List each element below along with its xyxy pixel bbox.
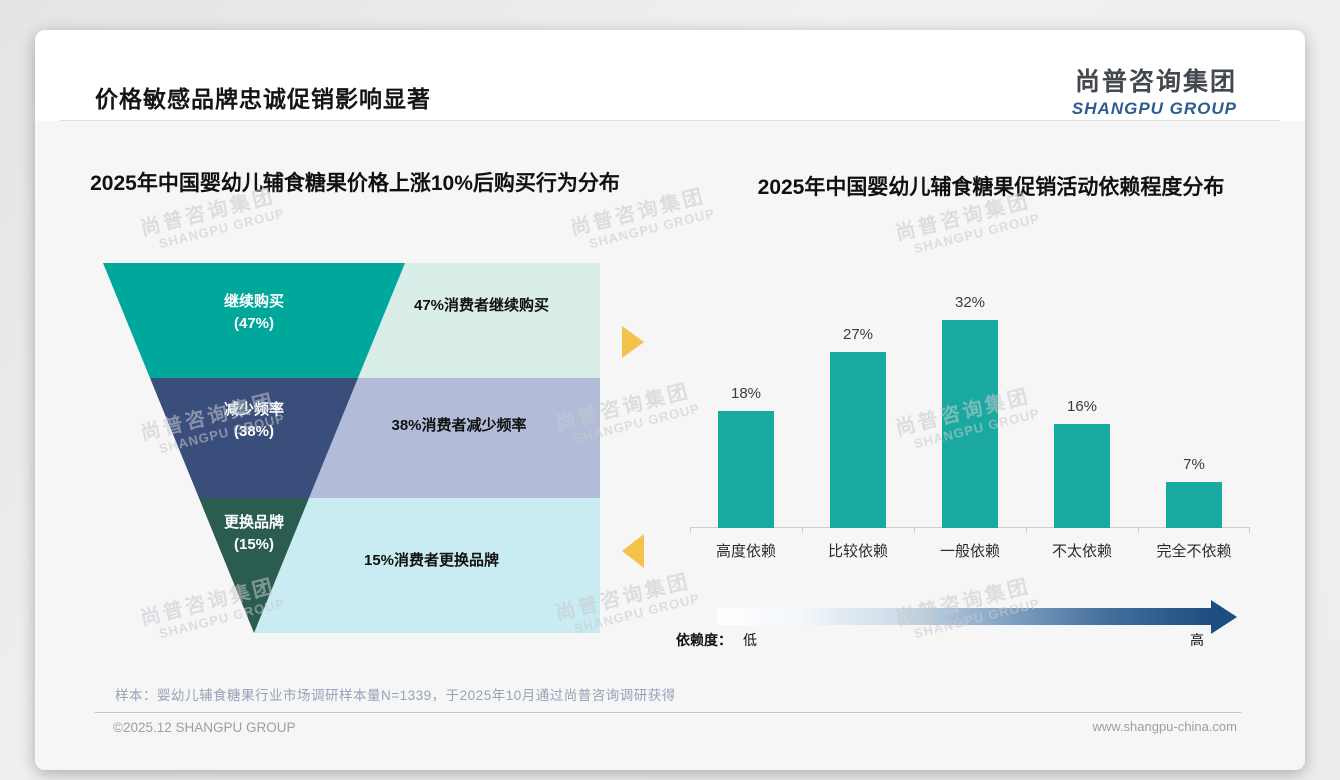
bar-value-label: 7% bbox=[1183, 456, 1205, 473]
footer-website: www.shangpu-china.com bbox=[1092, 719, 1237, 734]
funnel-annotation-text: 47%消费者继续购买 bbox=[413, 297, 550, 314]
funnel-segment-name: 继续购买 bbox=[223, 293, 284, 310]
bar bbox=[718, 411, 774, 528]
funnel-segment-percent: (15%) bbox=[233, 536, 274, 553]
logo-chinese-text: 尚普咨询集团 bbox=[1074, 68, 1237, 96]
funnel-segment-name: 更换品牌 bbox=[223, 514, 284, 531]
gradient-arrow-head-icon bbox=[1211, 600, 1237, 634]
funnel-segment-label: 减少频率 (38%) bbox=[164, 399, 344, 443]
gradient-arrow-shaft bbox=[717, 608, 1211, 625]
dependency-high-label: 高 bbox=[1190, 632, 1204, 648]
funnel-annotation-text: 15%消费者更换品牌 bbox=[363, 552, 500, 569]
funnel-annotation-text: 38%消费者减少频率 bbox=[391, 417, 527, 434]
bar-value-label: 18% bbox=[730, 385, 762, 402]
bar-value-label: 32% bbox=[954, 294, 986, 311]
x-axis-tick bbox=[802, 528, 803, 533]
funnel-annotation-bg-0 bbox=[358, 263, 600, 378]
funnel-svg bbox=[103, 263, 600, 633]
dependency-low-label: 低 bbox=[743, 632, 757, 648]
header-divider bbox=[60, 120, 1280, 121]
bar-category-label: 高度依赖 bbox=[715, 543, 776, 560]
footer-copyright: ©2025.12 SHANGPU GROUP bbox=[113, 720, 296, 735]
funnel-chart-title: 2025年中国婴幼儿辅食糖果价格上涨10%后购买行为分布 bbox=[90, 172, 620, 195]
slide-card: 价格敏感品牌忠诚促销影响显著 尚普咨询集团 SHANGPU GROUP 2025… bbox=[35, 30, 1305, 770]
bar bbox=[1166, 482, 1222, 528]
bar-category-label: 完全不依赖 bbox=[1156, 543, 1232, 560]
yellow-arrow-right-icon bbox=[622, 326, 644, 358]
bar-chart: 18% 27% 32% 16% 7% 高度依赖 比较依赖 一般依赖 不太依赖 完全不依赖 bbox=[690, 294, 1250, 570]
bar-chart-title: 2025年中国婴幼儿辅食糖果促销活动依赖程度分布 bbox=[757, 176, 1225, 199]
funnel-segment-percent: (47%) bbox=[233, 315, 274, 332]
x-axis-tick bbox=[1138, 528, 1139, 533]
x-axis-tick bbox=[1249, 528, 1250, 533]
company-logo: 尚普咨询集团 SHANGPU GROUP bbox=[1072, 62, 1237, 119]
funnel-segment-name: 减少频率 bbox=[223, 401, 284, 418]
x-axis-tick bbox=[690, 528, 691, 533]
funnel-segment-1 bbox=[150, 378, 358, 498]
funnel-segment-label: 继续购买 (47%) bbox=[164, 291, 344, 335]
bar-value-label: 27% bbox=[842, 326, 874, 343]
funnel-annotation-bg-2 bbox=[254, 498, 600, 633]
dependency-scale-label: 依赖度： bbox=[676, 632, 732, 648]
yellow-arrow-left-icon bbox=[622, 534, 644, 568]
bar bbox=[1054, 424, 1110, 528]
bar-category-label: 一般依赖 bbox=[939, 543, 1000, 560]
bar-category-label: 比较依赖 bbox=[827, 543, 888, 560]
x-axis-tick bbox=[1026, 528, 1027, 533]
logo-english-text: SHANGPU GROUP bbox=[1071, 99, 1237, 118]
funnel-chart: 继续购买 (47%) 47%消费者继续购买减少频率 (38%) 38%消费者减少频率更换… bbox=[103, 263, 600, 633]
funnel-segment-percent: (38%) bbox=[233, 423, 274, 440]
bar bbox=[830, 352, 886, 528]
funnel-segment-2 bbox=[199, 498, 309, 633]
footer-divider bbox=[95, 712, 1241, 713]
funnel-annotation-bg-1 bbox=[309, 378, 600, 498]
bar bbox=[942, 320, 998, 528]
sample-footnote: 样本：婴幼儿辅食糖果行业市场调研样本量N=1339，于2025年10月通过尚普咨… bbox=[115, 688, 676, 703]
bar-plot-area: 18% 27% 32% 16% 7% bbox=[690, 294, 1250, 528]
bar-category-label: 不太依赖 bbox=[1051, 543, 1112, 560]
funnel-segment-0 bbox=[103, 263, 405, 378]
bar-value-label: 16% bbox=[1066, 398, 1098, 415]
dependency-gradient-arrow bbox=[717, 600, 1239, 634]
funnel-segment-label: 更换品牌 (15%) bbox=[164, 512, 344, 556]
page-title: 价格敏感品牌忠诚促销影响显著 bbox=[95, 86, 431, 112]
x-axis-tick bbox=[914, 528, 915, 533]
